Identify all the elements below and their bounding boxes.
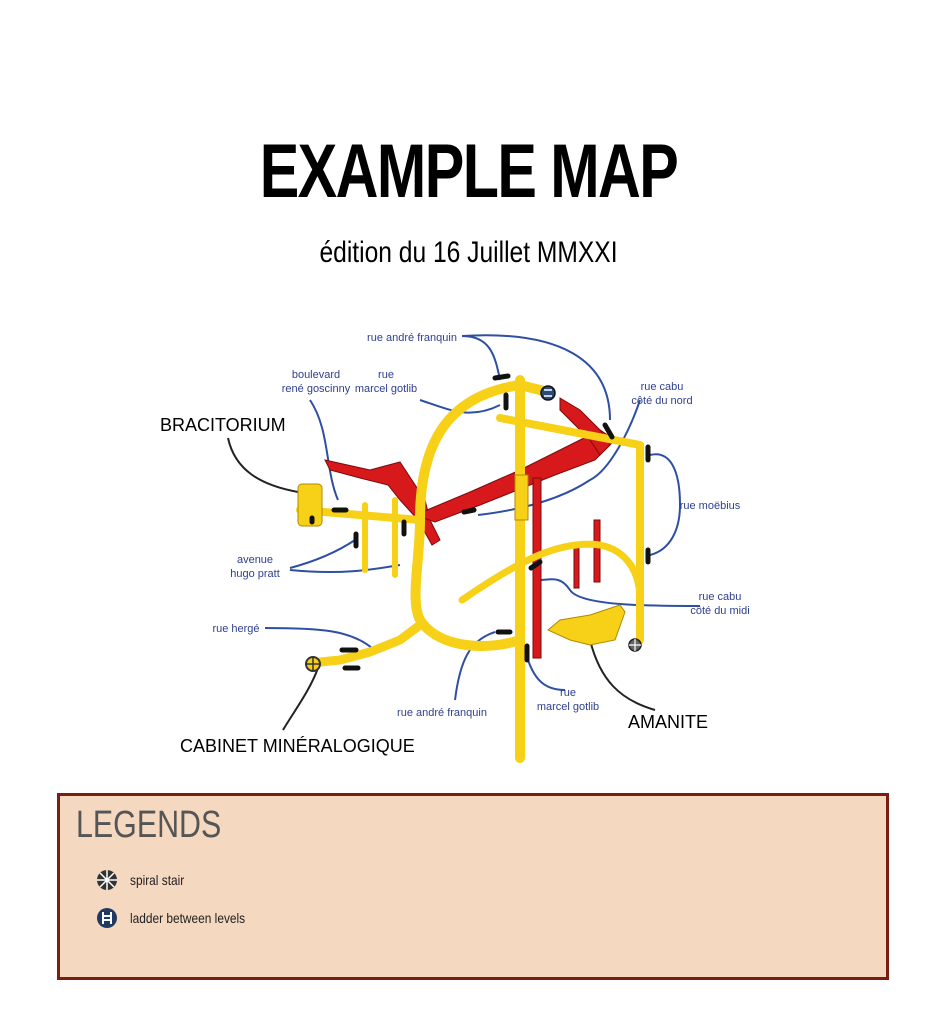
street-label-franquin-bottom: rue andré franquin (397, 707, 487, 719)
leader-lines (264, 334, 701, 701)
street-label-hugo-pratt-2: hugo pratt (230, 568, 280, 580)
place-label-cabinet: CABINET MINÉRALOGIQUE (180, 736, 415, 756)
legend-item-spiral-stair: spiral stair (96, 868, 194, 892)
door-markers (309, 373, 651, 671)
ladder-icon (540, 385, 556, 401)
street-label-cabu-nord-1: rue cabu (641, 381, 684, 393)
street-label-cabu-midi-2: côté du midi (690, 605, 749, 617)
legend-title: LEGENDS (76, 804, 222, 846)
street-label-cabu-nord-2: côté du nord (631, 395, 692, 407)
spiral-stair-icon (305, 656, 321, 672)
spiral-stair-icon (97, 870, 117, 890)
street-label-gotlib-bottom-2: marcel gotlib (537, 701, 599, 713)
street-label-cabu-midi-1: rue cabu (699, 591, 742, 603)
street-label-gotlib-top-2: marcel gotlib (355, 383, 417, 395)
map-title: EXAMPLE MAP (259, 129, 679, 214)
street-label-gotlib-bottom-1: rue (560, 687, 576, 699)
place-leaders (227, 437, 656, 731)
place-label-amanite: AMANITE (628, 712, 708, 732)
yellow-rooms (297, 474, 626, 646)
yellow-tunnels (296, 375, 644, 763)
street-label-goscinny-2: rené goscinny (282, 383, 351, 395)
tunnel-map: rue andré franquin boulevard rené goscin… (160, 332, 750, 763)
legend-label-spiral-stair: spiral stair (130, 872, 185, 888)
street-label-herge: rue hergé (212, 623, 259, 635)
street-label-franquin-top: rue andré franquin (367, 332, 457, 344)
legend-panel: LEGENDS spiral stair ladder between leve… (57, 793, 889, 980)
street-label-gotlib-top-1: rue (378, 369, 394, 381)
street-label-hugo-pratt-1: avenue (237, 554, 273, 566)
ladder-icon (97, 908, 117, 928)
legend-item-ladder: ladder between levels (96, 906, 265, 930)
legend-label-ladder: ladder between levels (130, 910, 246, 926)
street-label-moebius: rue moëbius (680, 500, 741, 512)
map-subtitle: édition du 16 Juillet MMXXI (319, 236, 618, 269)
spiral-stair-icon (628, 638, 642, 652)
place-label-bracitorium: BRACITORIUM (160, 415, 286, 435)
street-label-goscinny-1: boulevard (292, 369, 340, 381)
